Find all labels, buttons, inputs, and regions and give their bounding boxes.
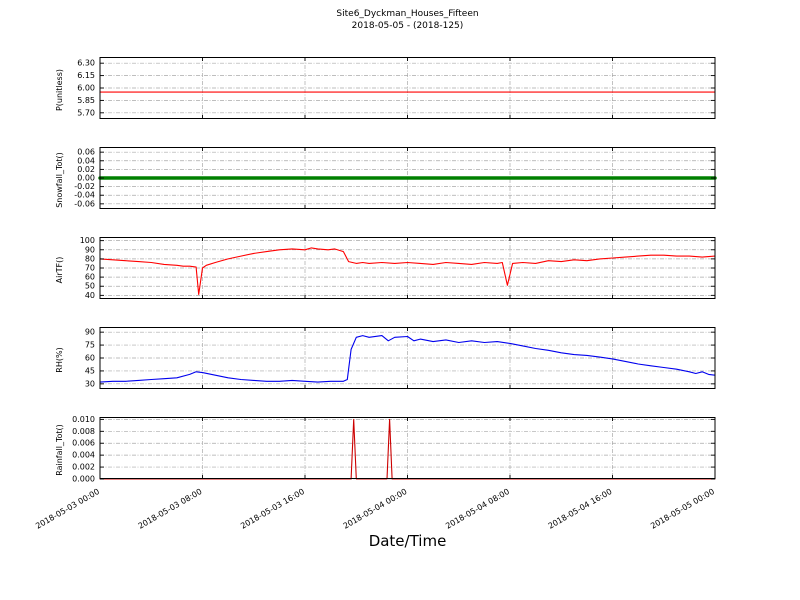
y-tick-label: 6.30 [77,59,95,68]
y-tick-label: 0.06 [77,148,95,157]
y-tick-label: 90 [85,245,95,254]
y-tick-label: 6.15 [77,71,95,80]
series-airtf [99,247,716,295]
y-tick-label: 100 [80,236,95,245]
y-tick-label: 0.010 [72,415,95,424]
y-tick-label: 90 [85,328,95,337]
y-tick-label: 50 [85,282,95,291]
y-tick-label: 40 [85,291,95,300]
panel-rh: 30 45 60 75 90 RH(%) [55,327,716,389]
y-axis-label: AirTF() [55,257,64,284]
y-tick-label: 0.008 [72,427,95,436]
panel-rainfall-tot: 0.000 0.002 0.004 0.006 0.008 0.010 Rainfall_T… [55,415,716,484]
y-tick-label: 0.006 [72,439,95,448]
x-tick-label: 2018-05-05 00:00 [649,487,716,531]
y-tick-label: -0.02 [74,182,95,191]
x-tick-label: 2018-05-03 08:00 [137,487,204,531]
y-axis-label: P(unitless) [55,69,64,111]
y-tick-label: 45 [85,366,95,375]
y-tick-label: 0.002 [72,463,95,472]
y-tick-label: 0.004 [72,451,95,460]
y-tick-label: 0.04 [77,156,95,165]
y-tick-label: 5.70 [77,108,95,117]
chart-subtitle: 2018-05-05 - (2018-125) [351,21,464,31]
y-tick-label: 0.02 [77,165,95,174]
y-tick-label: 0.00 [77,174,95,183]
chart-title: Site6_Dyckman_Houses_Fifteen [336,9,479,19]
panel-p-unitless: 5.70 5.85 6.00 6.15 6.30 P(unitless) [55,57,716,119]
x-tick-label: 2018-05-04 00:00 [342,487,409,531]
y-tick-label: 70 [85,264,95,273]
y-tick-label: 80 [85,254,95,263]
x-tick-label: 2018-05-04 16:00 [547,487,614,531]
y-tick-label: -0.06 [74,199,95,208]
panel-snowfall-tot: -0.06-0.04-0.020.000.020.040.06 Snowfall_… [55,147,717,209]
x-axis-title: Date/Time [368,532,447,550]
series-rh [99,335,716,383]
y-tick-label: 5.85 [77,96,95,105]
x-tick-label: 2018-05-03 16:00 [239,487,306,531]
y-tick-label: 0.000 [72,475,95,484]
y-tick-label: 6.00 [77,84,95,93]
y-axis-label: Snowfall_Tot() [55,152,64,208]
y-tick-label: 60 [85,354,95,363]
x-tick-label: 2018-05-04 08:00 [444,487,511,531]
x-axis-labels: 2018-05-03 00:00 2018-05-03 08:00 2018-05-… [34,487,716,531]
y-tick-label: 75 [85,341,95,350]
y-tick-label: -0.04 [74,191,95,200]
y-tick-label: 30 [85,379,95,388]
x-tick-label: 2018-05-03 00:00 [34,487,101,531]
y-tick-label: 60 [85,273,95,282]
y-axis-label: RH(%) [55,347,64,372]
y-axis-label: Rainfall_Tot() [55,424,64,476]
